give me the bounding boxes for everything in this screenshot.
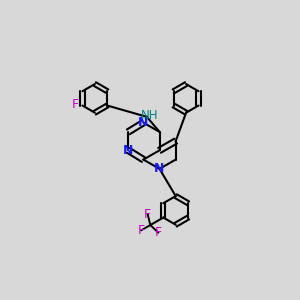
Text: F: F [154,226,162,239]
Text: F: F [138,224,145,237]
Text: F: F [144,208,152,221]
Text: N: N [154,162,165,175]
Text: NH: NH [140,110,158,122]
Text: N: N [138,116,148,129]
Text: F: F [72,98,79,111]
Text: N: N [123,144,134,157]
